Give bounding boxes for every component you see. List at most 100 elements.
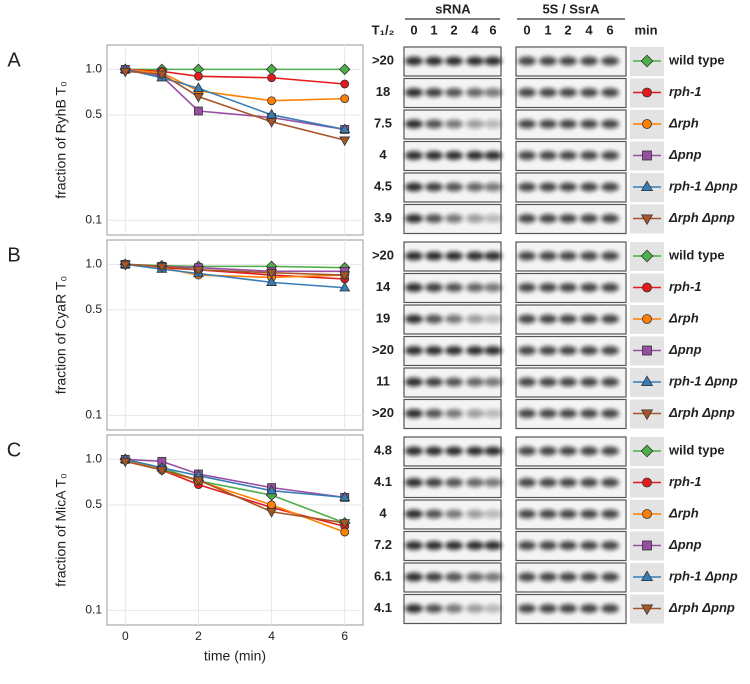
y-axis-label: fraction of MicA T₀ — [53, 473, 69, 587]
blot-band — [559, 56, 577, 66]
marker — [642, 282, 652, 293]
marker — [338, 63, 351, 76]
marker — [340, 527, 350, 537]
half-life: 6.1 — [374, 568, 392, 583]
blot-band — [559, 214, 577, 223]
x-tick-label: 2 — [195, 629, 202, 643]
legend-label: rph-1 — [669, 84, 702, 99]
blot-band — [405, 251, 423, 261]
lane-label: 0 — [410, 22, 417, 37]
lane-label: 6 — [489, 22, 496, 37]
marker — [119, 457, 131, 468]
marker — [266, 508, 278, 518]
blot-band — [539, 509, 557, 519]
blot-band — [445, 119, 463, 129]
blot-band — [539, 182, 557, 192]
marker — [339, 519, 351, 529]
blot-band — [580, 509, 598, 519]
blot-band — [405, 56, 423, 66]
blot-band — [518, 119, 536, 129]
blot-band — [518, 409, 536, 418]
blot-band — [445, 151, 463, 160]
blot-band — [466, 314, 484, 324]
blot-band — [466, 283, 484, 292]
blot-band — [466, 604, 484, 613]
blot-band — [539, 446, 557, 456]
blot-band — [466, 509, 484, 519]
marker — [339, 136, 351, 147]
blot-band — [405, 604, 423, 613]
blot-band — [484, 572, 502, 582]
blot-band — [539, 541, 557, 550]
blot-band — [601, 314, 619, 324]
marker — [640, 249, 654, 263]
y-tick-label: 0.5 — [85, 107, 102, 121]
blot-band — [601, 88, 619, 97]
blot-band — [539, 283, 557, 292]
blot-band — [580, 446, 598, 456]
blot-band — [539, 346, 557, 355]
blot-band — [601, 119, 619, 129]
blot-band — [405, 151, 423, 160]
legend-label: wild type — [668, 442, 725, 457]
blot-band — [425, 604, 443, 613]
half-life: 3.9 — [374, 210, 392, 225]
blot-band — [580, 214, 598, 223]
marker — [642, 87, 652, 98]
blot-band — [559, 88, 577, 97]
lane-label: 1 — [430, 22, 437, 37]
blot-band — [484, 56, 502, 66]
marker — [192, 476, 204, 487]
control-header: 5S / SsrA — [542, 1, 600, 16]
blot-band — [445, 509, 463, 519]
marker — [340, 79, 350, 89]
blot-band — [425, 182, 443, 192]
marker — [266, 269, 278, 279]
blot-band — [518, 478, 536, 487]
blot-band — [518, 151, 536, 160]
blot-band — [425, 509, 443, 519]
blot-band — [405, 509, 423, 519]
blot-band — [425, 119, 443, 129]
blot-band — [539, 478, 557, 487]
blot-band — [539, 214, 557, 223]
marker — [339, 491, 351, 501]
legend-label: Δrph Δpnp — [668, 405, 735, 420]
blot-band — [539, 572, 557, 582]
y-axis-label: fraction of RyhB T₀ — [53, 81, 69, 199]
lane-label: 4 — [471, 22, 479, 37]
blot-band — [580, 377, 598, 387]
blot-band — [539, 377, 557, 387]
blot-band — [484, 283, 502, 292]
blot-band — [539, 151, 557, 160]
blot-band — [484, 478, 502, 487]
blot-band — [601, 409, 619, 418]
blot-band — [425, 88, 443, 97]
blot-band — [601, 478, 619, 487]
blot-band — [559, 509, 577, 519]
panel-label: A — [7, 49, 21, 71]
blot-band — [518, 314, 536, 324]
half-life: 4 — [379, 147, 387, 162]
blot-band — [580, 314, 598, 324]
blot-band — [580, 182, 598, 192]
legend-label: Δpnp — [668, 147, 702, 162]
legend-label: Δrph Δpnp — [668, 600, 735, 615]
blot-band — [518, 56, 536, 66]
y-tick-label: 0.1 — [85, 408, 102, 422]
blot-band — [445, 182, 463, 192]
y-tick-label: 0.1 — [85, 603, 102, 617]
blot-band — [518, 214, 536, 223]
blot-band — [484, 119, 502, 129]
lane-label: 1 — [544, 22, 551, 37]
half-life: >20 — [372, 52, 394, 67]
blot-band — [580, 151, 598, 160]
blot-band — [559, 377, 577, 387]
marker — [156, 262, 168, 273]
marker — [642, 540, 652, 551]
blot-band — [518, 509, 536, 519]
blot-band — [580, 346, 598, 355]
blot-band — [601, 377, 619, 387]
lane-label: 6 — [606, 22, 613, 37]
